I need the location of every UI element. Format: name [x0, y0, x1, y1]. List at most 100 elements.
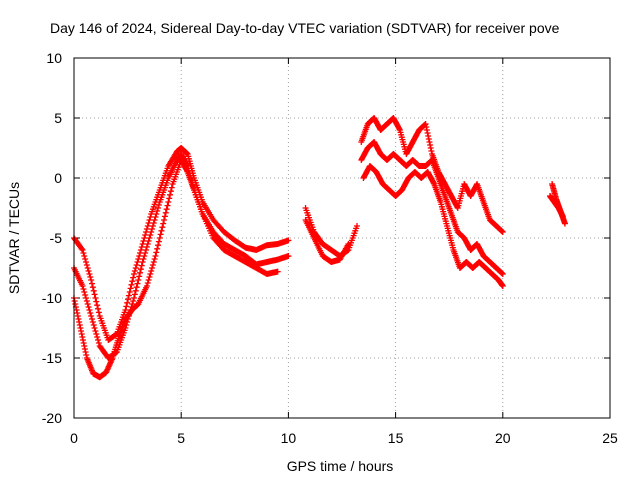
- data-point: [126, 289, 133, 295]
- data-point: [125, 292, 132, 299]
- x-tick-label: 25: [602, 430, 618, 446]
- data-point: [145, 238, 152, 244]
- data-point: [79, 247, 86, 253]
- data-point: [80, 286, 87, 292]
- data-point: [137, 247, 144, 253]
- data-point: [137, 250, 144, 256]
- data-point: [142, 232, 149, 238]
- data-point: [150, 259, 157, 265]
- series-track-c: [71, 157, 281, 381]
- series-track-e: [302, 217, 352, 265]
- data-point: [145, 277, 152, 283]
- data-point: [87, 274, 94, 280]
- data-point: [84, 301, 91, 307]
- data-point: [125, 296, 132, 303]
- data-point: [140, 238, 147, 244]
- data-point: [561, 220, 568, 227]
- data-point: [499, 271, 506, 277]
- data-point: [78, 245, 85, 252]
- y-tick-label: 5: [54, 110, 62, 126]
- x-tick-label: 0: [70, 430, 78, 446]
- data-point: [129, 301, 136, 307]
- data-point: [139, 259, 146, 265]
- data-point: [168, 184, 175, 191]
- series-track-d: [302, 205, 361, 259]
- chart-title: Day 146 of 2024, Sidereal Day-to-day VTE…: [50, 20, 560, 36]
- data-point: [139, 241, 146, 247]
- data-point: [274, 268, 281, 275]
- data-point: [90, 287, 97, 294]
- data-point: [92, 328, 99, 334]
- x-tick-label: 10: [281, 430, 297, 446]
- data-point: [91, 291, 98, 298]
- data-point: [79, 283, 86, 289]
- data-point: [153, 211, 160, 217]
- data-point: [91, 325, 98, 331]
- data-point: [155, 202, 162, 208]
- data-point: [83, 262, 90, 268]
- y-tick-label: -20: [42, 410, 62, 426]
- data-point: [164, 202, 171, 209]
- grid: [74, 58, 610, 418]
- data-point: [137, 266, 144, 273]
- data-point: [89, 284, 96, 291]
- data-point: [131, 268, 138, 274]
- data-point: [143, 226, 150, 232]
- series-track-g: [358, 139, 506, 277]
- data-point: [89, 316, 96, 322]
- data-point: [285, 237, 292, 244]
- x-tick-label: 20: [495, 430, 511, 446]
- data-point: [149, 226, 156, 232]
- data-point: [354, 223, 361, 229]
- data-point: [88, 277, 95, 283]
- x-tick-label: 5: [177, 430, 185, 446]
- plot-frame: [73, 57, 611, 419]
- data-point: [161, 217, 168, 223]
- data-point: [83, 298, 90, 304]
- data-point: [143, 283, 150, 289]
- data-point: [95, 309, 102, 316]
- data-point: [163, 206, 170, 213]
- data-point: [85, 268, 92, 274]
- data-point: [159, 224, 166, 231]
- x-axis-label: GPS time / hours: [287, 458, 394, 474]
- data-point: [85, 304, 92, 310]
- data-point: [94, 302, 101, 309]
- data-point: [87, 310, 94, 316]
- data-point: [499, 229, 506, 235]
- data-point: [131, 271, 138, 277]
- data-point: [146, 235, 153, 241]
- data-point: [141, 235, 148, 241]
- data-point: [83, 295, 90, 301]
- data-point: [88, 313, 95, 319]
- data-point: [145, 220, 152, 226]
- data-point: [149, 223, 156, 229]
- data-point: [95, 337, 102, 343]
- data-point: [141, 253, 148, 259]
- data-point: [152, 253, 159, 259]
- data-point: [89, 319, 96, 325]
- data-point: [345, 241, 352, 247]
- data-point: [93, 298, 100, 305]
- data-point: [149, 265, 156, 271]
- data-point: [165, 199, 172, 205]
- data-point: [157, 231, 164, 238]
- data-point: [148, 268, 155, 274]
- data-point: [90, 322, 97, 328]
- data-point: [155, 242, 162, 249]
- data-point: [143, 229, 150, 235]
- data-point: [155, 238, 162, 245]
- data-point: [146, 274, 153, 280]
- data-point: [499, 283, 506, 289]
- data-point: [154, 245, 161, 252]
- data-point: [89, 280, 96, 287]
- data-point: [151, 256, 158, 262]
- data-point: [147, 214, 154, 220]
- data-point: [142, 250, 149, 256]
- data-point: [135, 256, 142, 262]
- data-point: [93, 331, 100, 337]
- y-tick-label: 10: [46, 50, 62, 66]
- data-point: [143, 247, 150, 253]
- data-point: [152, 214, 159, 220]
